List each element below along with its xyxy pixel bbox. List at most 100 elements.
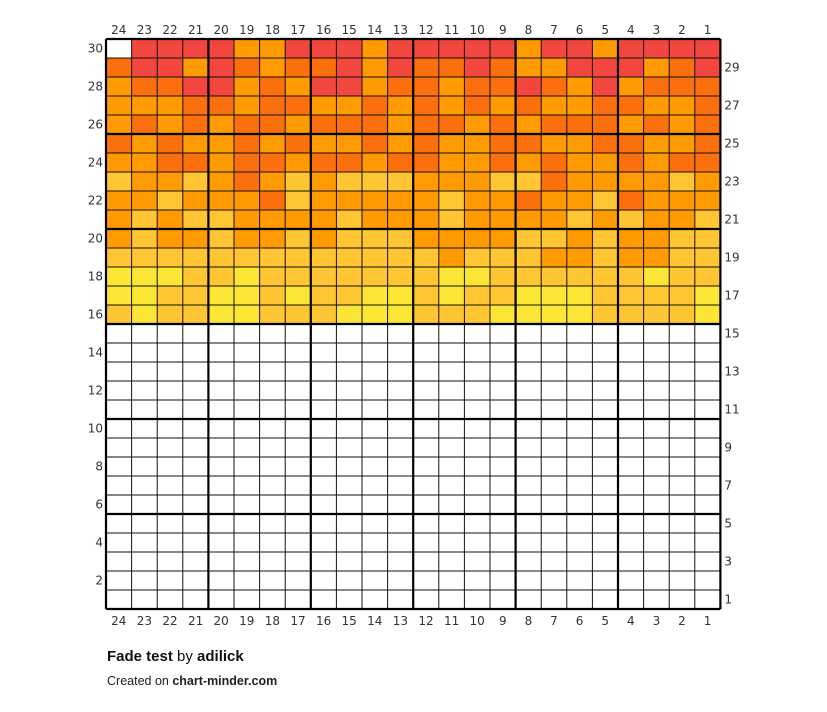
chart-cell — [157, 115, 183, 134]
chart-cell — [285, 77, 311, 96]
chart-cell — [592, 248, 618, 267]
chart-cell — [157, 267, 183, 286]
chart-cell — [234, 267, 260, 286]
chart-cell — [182, 172, 209, 191]
chart-cell — [490, 305, 516, 324]
chart-cell — [694, 305, 721, 324]
chart-cell — [515, 77, 542, 96]
chart-cell — [490, 248, 516, 267]
col-label-top: 1 — [704, 23, 712, 37]
chart-cell — [413, 248, 439, 267]
site-link[interactable]: chart-minder.com — [172, 674, 278, 688]
row-label-left: 2 — [95, 574, 103, 588]
chart-cell — [285, 172, 311, 191]
col-label-bottom: 8 — [525, 614, 533, 628]
chart-cell — [208, 172, 234, 191]
chart-cell — [566, 134, 593, 153]
chart-cell — [592, 229, 618, 248]
chart-cell — [131, 248, 158, 267]
chart-cell — [387, 172, 414, 191]
chart-cell — [592, 267, 618, 286]
chart-cell — [310, 210, 337, 229]
chart-cell — [182, 248, 209, 267]
chart-cell — [336, 134, 362, 153]
chart-cell — [310, 58, 337, 77]
chart-cell — [362, 96, 388, 115]
chart-cell — [310, 96, 337, 115]
chart-cell — [541, 172, 567, 191]
chart-cell — [618, 153, 644, 172]
chart-cell — [157, 77, 183, 96]
chart-cell — [208, 305, 234, 324]
chart-cell — [566, 191, 593, 210]
chart-cell — [234, 39, 260, 58]
chart-cell — [694, 134, 721, 153]
chart-cell — [182, 39, 209, 58]
chart-cell — [464, 153, 490, 172]
chart-cell — [515, 39, 542, 58]
row-label-right: 13 — [724, 365, 739, 379]
col-label-bottom: 22 — [162, 614, 177, 628]
chart-cell — [336, 58, 362, 77]
chart-cell — [515, 191, 542, 210]
chart-cell — [566, 96, 593, 115]
col-label-top: 24 — [111, 23, 126, 37]
chart-cell — [643, 191, 670, 210]
chart-cell — [208, 267, 234, 286]
chart-cell — [182, 58, 209, 77]
chart-cell — [669, 115, 695, 134]
col-label-bottom: 4 — [627, 614, 635, 628]
chart-cell — [310, 153, 337, 172]
chart-cell — [618, 172, 644, 191]
chart-cell — [387, 77, 414, 96]
chart-cell — [336, 172, 362, 191]
col-label-top: 15 — [342, 23, 357, 37]
chart-cell — [541, 267, 567, 286]
chart-cell — [234, 286, 260, 305]
chart-cell — [208, 210, 234, 229]
chart-cell — [234, 172, 260, 191]
chart-cell — [259, 305, 286, 324]
row-label-right: 3 — [724, 555, 732, 569]
chart-cell — [310, 229, 337, 248]
col-label-bottom: 20 — [214, 614, 229, 628]
chart-cell — [618, 286, 644, 305]
author-link[interactable]: adilick — [197, 648, 244, 665]
chart-cell — [464, 229, 490, 248]
chart-cell — [515, 248, 542, 267]
chart-cell — [566, 39, 593, 58]
chart-cell — [106, 58, 132, 77]
chart-cell — [694, 267, 721, 286]
chart-cell — [592, 39, 618, 58]
chart-cell — [234, 58, 260, 77]
chart-cell — [413, 267, 439, 286]
chart-cell — [106, 229, 132, 248]
chart-cell — [182, 305, 209, 324]
chart-cell — [541, 229, 567, 248]
chart-cell — [669, 210, 695, 229]
chart-cell — [336, 115, 362, 134]
chart-cell — [234, 305, 260, 324]
chart-cell — [157, 305, 183, 324]
col-label-top: 8 — [525, 23, 533, 37]
chart-cell — [515, 134, 542, 153]
chart-cell — [259, 210, 286, 229]
col-label-bottom: 6 — [576, 614, 584, 628]
chart-cell — [541, 153, 567, 172]
chart-cell — [259, 248, 286, 267]
chart-cell — [157, 58, 183, 77]
chart-cell — [362, 305, 388, 324]
chart-cell — [490, 267, 516, 286]
chart-cell — [285, 305, 311, 324]
chart-cell — [131, 210, 158, 229]
chart-cell — [157, 229, 183, 248]
chart-cell — [694, 77, 721, 96]
chart-cell — [490, 39, 516, 58]
chart-cell — [157, 286, 183, 305]
chart-cell — [618, 39, 644, 58]
col-label-top: 11 — [444, 23, 459, 37]
chart-cell — [643, 210, 670, 229]
chart-cell — [515, 172, 542, 191]
chart-cell — [182, 134, 209, 153]
chart-cell — [515, 96, 542, 115]
